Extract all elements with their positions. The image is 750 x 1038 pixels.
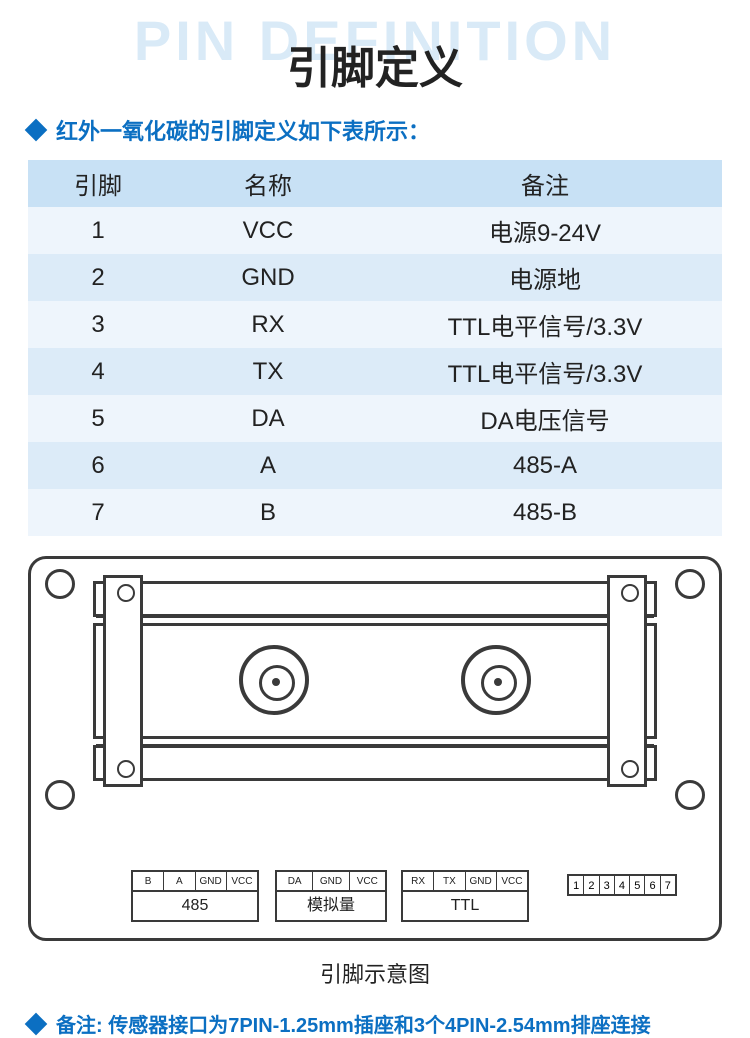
connector-label: 模拟量 (277, 892, 385, 920)
connector-pins: B A GND VCC (133, 872, 257, 892)
footnote-text: 备注: 传感器接口为7PIN-1.25mm插座和3个4PIN-2.54mm排座连… (56, 1009, 651, 1038)
screw-hole-icon (675, 569, 705, 599)
screw-hole-icon (45, 569, 75, 599)
bracket-top (93, 581, 657, 617)
diagram-area: B A GND VCC 485 DA GND VCC 模拟量 RX TX GND… (28, 556, 722, 989)
sensor-lens-icon (239, 645, 309, 715)
board-outline: B A GND VCC 485 DA GND VCC 模拟量 RX TX GND… (28, 556, 722, 941)
bracket-plate-left (103, 575, 143, 787)
subtitle-text: 红外一氧化碳的引脚定义如下表所示： (56, 114, 430, 146)
table-row: 6A485-A (28, 442, 722, 489)
sensor-lens-icon (461, 645, 531, 715)
diamond-icon (25, 119, 48, 142)
table-row: 7B485-B (28, 489, 722, 536)
footnote-row: 备注: 传感器接口为7PIN-1.25mm插座和3个4PIN-2.54mm排座连… (0, 989, 750, 1038)
diagram-caption: 引脚示意图 (28, 957, 722, 989)
connector-pins: DA GND VCC (277, 872, 385, 892)
connector-analog: DA GND VCC 模拟量 (275, 870, 387, 922)
connector-7pin: 1 2 3 4 5 6 7 (567, 874, 677, 896)
bracket-bottom (93, 745, 657, 781)
connector-pins: RX TX GND VCC (403, 872, 527, 892)
col-note: 备注 (368, 160, 722, 207)
diamond-icon (25, 1012, 48, 1035)
col-name: 名称 (168, 160, 368, 207)
col-pin: 引脚 (28, 160, 168, 207)
screw-hole-icon (675, 780, 705, 810)
table-row: 2GND电源地 (28, 254, 722, 301)
page-title: 引脚定义 (0, 0, 750, 114)
sensor-tube (93, 623, 657, 739)
screw-hole-icon (45, 780, 75, 810)
table-row: 1VCC电源9-24V (28, 207, 722, 254)
table-row: 3RXTTL电平信号/3.3V (28, 301, 722, 348)
table-row: 4TXTTL电平信号/3.3V (28, 348, 722, 395)
bracket-plate-right (607, 575, 647, 787)
connector-485: B A GND VCC 485 (131, 870, 259, 922)
table-row: 5DADA电压信号 (28, 395, 722, 442)
subtitle-row: 红外一氧化碳的引脚定义如下表所示： (0, 114, 750, 160)
connector-label: TTL (403, 892, 527, 920)
pin-table: 引脚 名称 备注 1VCC电源9-24V 2GND电源地 3RXTTL电平信号/… (28, 160, 722, 536)
table-header-row: 引脚 名称 备注 (28, 160, 722, 207)
connector-label: 485 (133, 892, 257, 920)
connector-ttl: RX TX GND VCC TTL (401, 870, 529, 922)
